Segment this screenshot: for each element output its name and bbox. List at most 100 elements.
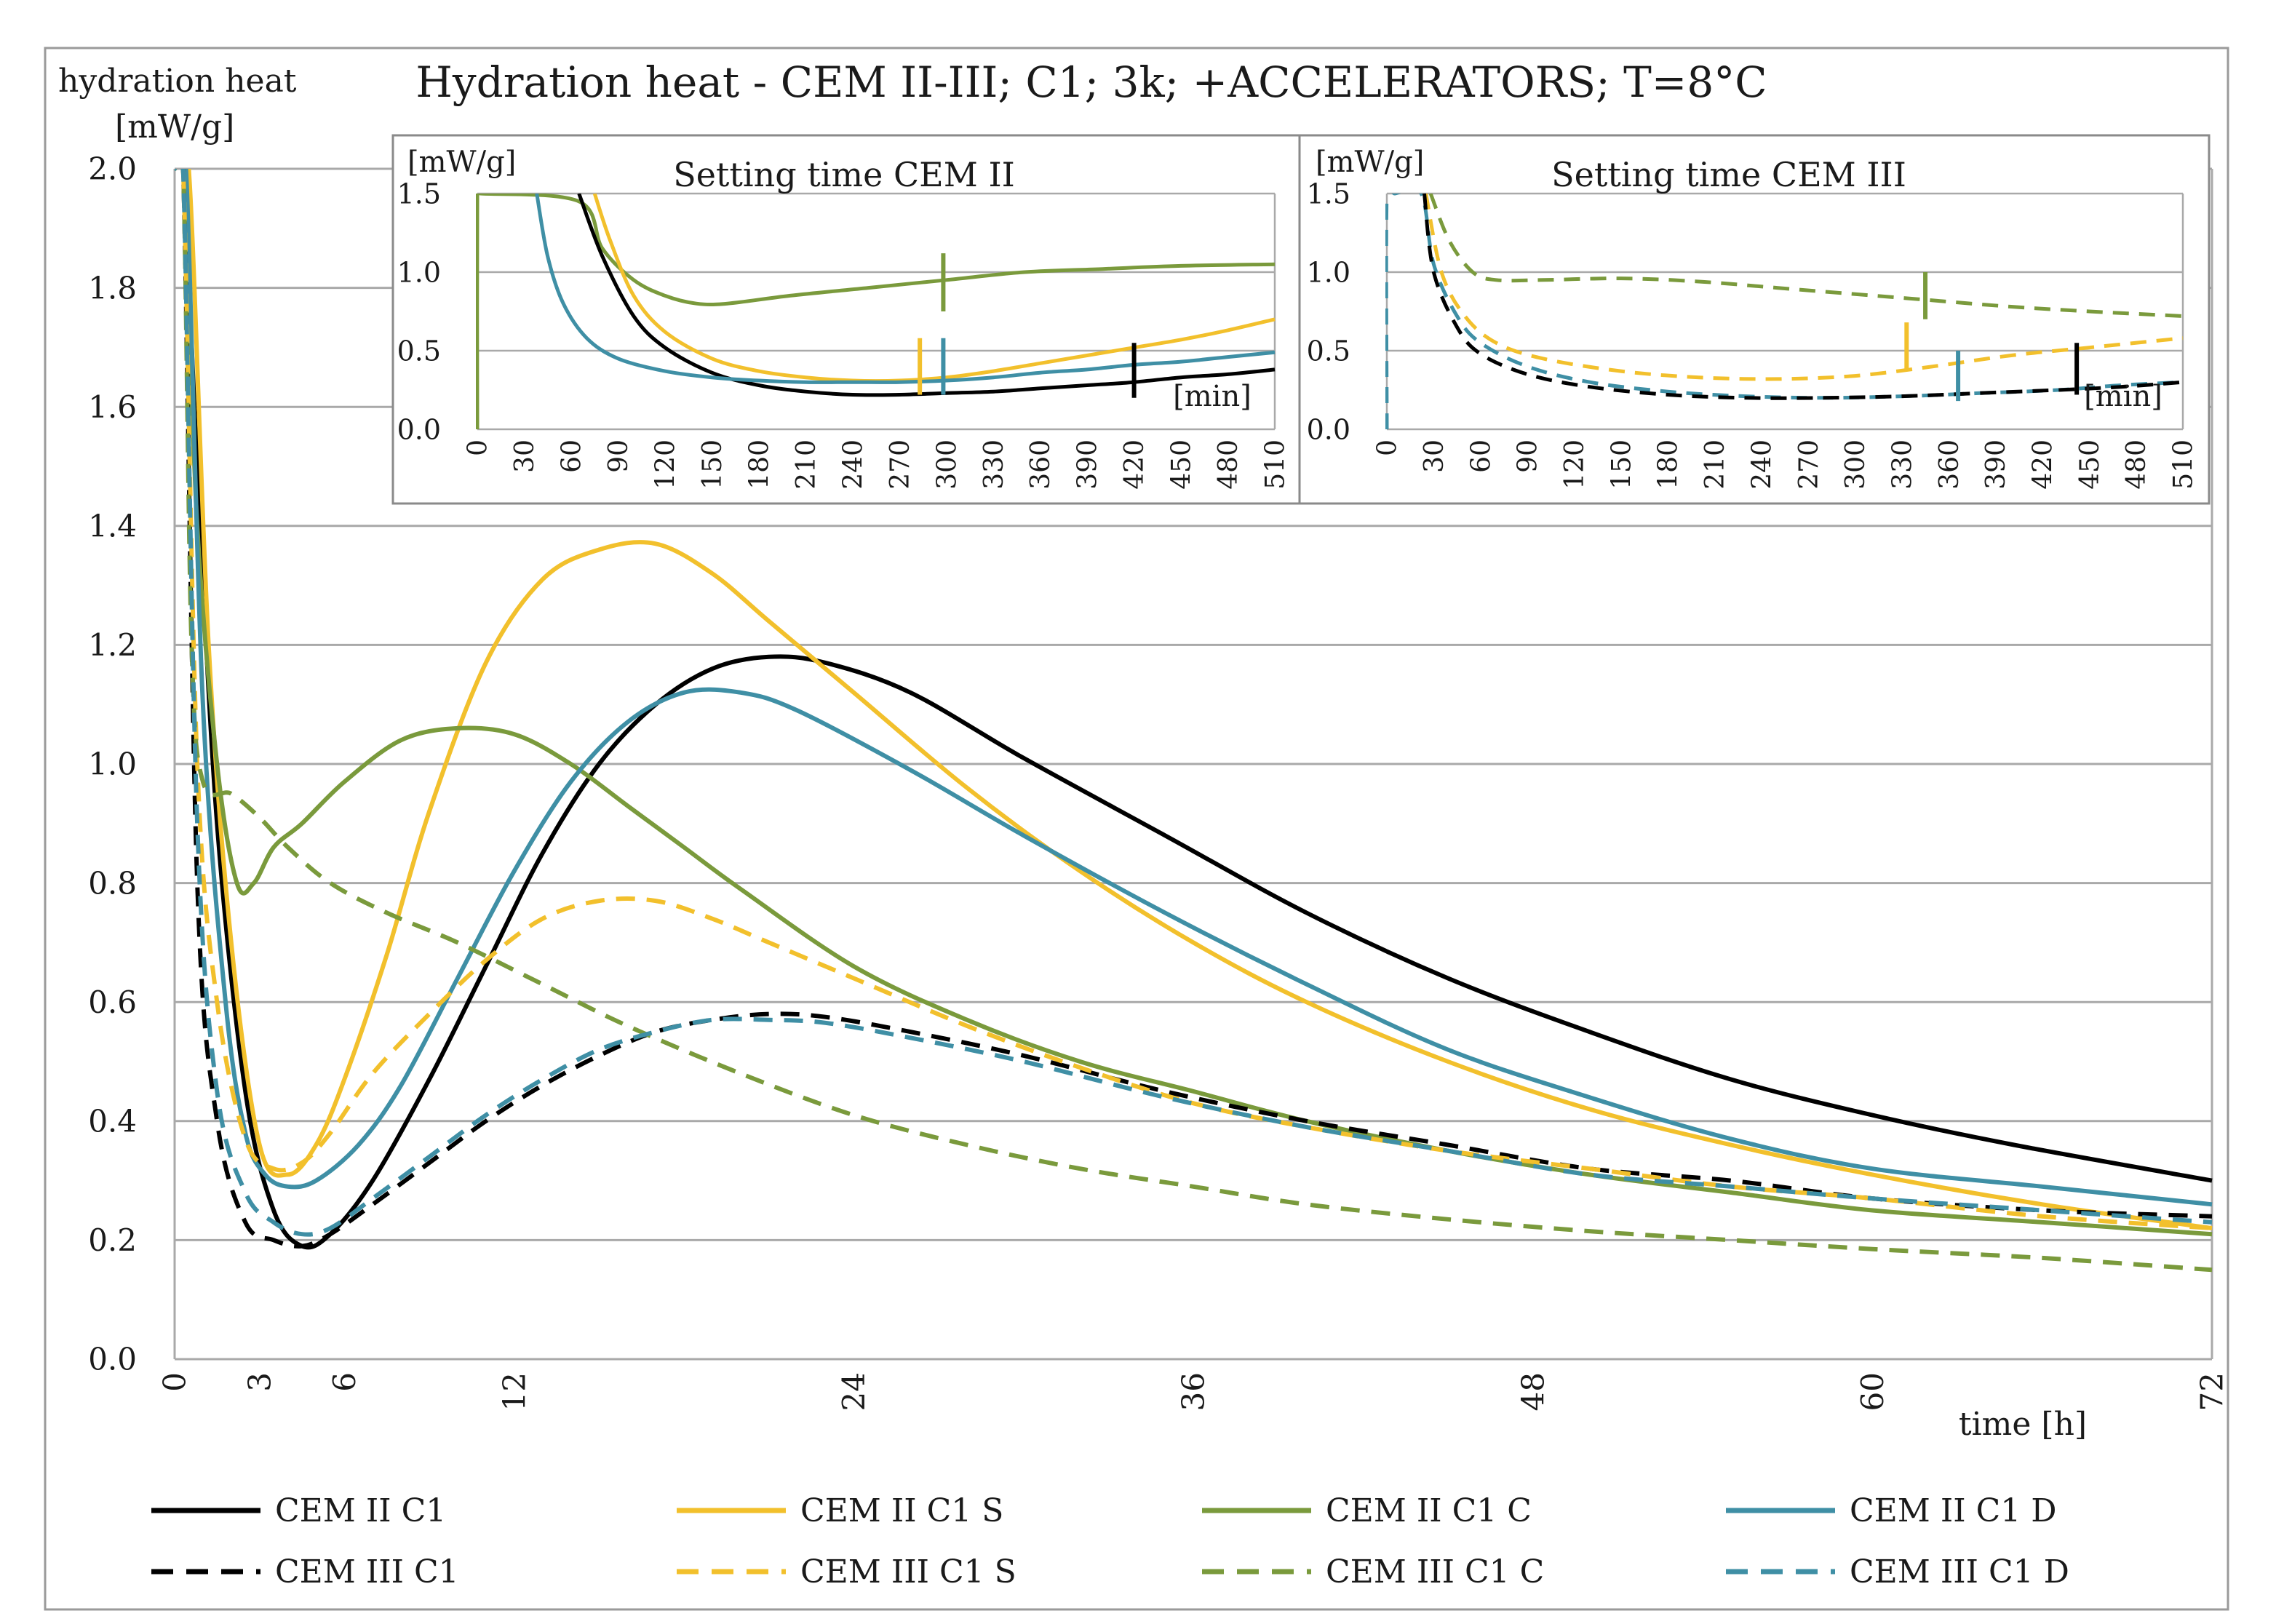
inset-cem-iii-x-tick-label: 480: [2122, 439, 2152, 490]
inset-cem-ii-x-tick-label: 90: [604, 439, 634, 473]
inset-cem-iii-x-tick-label: 120: [1560, 439, 1590, 490]
inset-cem-ii-title: Setting time CEM II: [673, 155, 1015, 194]
inset-cem-ii-x-tick-label: 300: [932, 439, 962, 490]
inset-cem-iii-x-tick-label: 90: [1513, 439, 1543, 473]
inset-cem-iii-series-cem-iii-c1-c: [1428, 194, 2184, 318]
main-series-cem-iii-c1-d: [173, 169, 2213, 1237]
main-y-tick-label: 1.8: [88, 270, 137, 306]
inset-cem-ii-x-tick-label: 390: [1073, 439, 1103, 490]
inset-cem-ii-x-tick-label: 120: [650, 439, 680, 490]
main-y-tick-label: 1.4: [88, 509, 137, 544]
inset-cem-iii-title: Setting time CEM III: [1551, 155, 1906, 194]
inset-cem-iii-x-tick-label: 0: [1373, 439, 1403, 456]
main-series-cem-iii-c1-s: [173, 169, 2213, 1230]
main-x-tick-label: 72: [2195, 1372, 2230, 1411]
inset-cem-ii: 0.0 0.5 1.0 1.5 0 30 60 90 120 150 180 210 240 270 300…: [391, 134, 1301, 505]
inset-cem-iii-y-tick-label: 0.0: [1307, 413, 1350, 445]
inset-cem-iii-series-cem-iii-c1-d: [1385, 194, 2184, 430]
legend-label-cem-iii-c1-c: CEM III C1 C: [1326, 1553, 1544, 1591]
main-x-tick-label: 6: [327, 1372, 362, 1392]
inset-cem-ii-x-tick-label: 270: [886, 439, 915, 490]
main-x-tick-label: 0: [157, 1372, 193, 1392]
main-x-tick-label: 24: [836, 1372, 872, 1411]
inset-cem-iii-setting-marks: [1904, 272, 2080, 402]
inset-cem-ii-x-tick-label: 180: [744, 439, 774, 490]
inset-cem-ii-series: [476, 194, 1276, 430]
inset-cem-ii-y-label: [mW/g]: [407, 146, 516, 179]
inset-cem-iii-y-tick-label: 1.0: [1307, 256, 1350, 288]
inset-cem-ii-x-tick-label: 480: [1214, 439, 1244, 490]
legend-label-cem-ii-c1-s: CEM II C1 S: [800, 1492, 1003, 1529]
inset-cem-ii-x-tick-label: 420: [1120, 439, 1150, 490]
legend-label-cem-iii-c1: CEM III C1: [275, 1553, 459, 1591]
inset-cem-iii-x-label: [min]: [2084, 380, 2162, 413]
inset-cem-ii-x-tick-label: 240: [838, 439, 868, 490]
inset-cem-iii-x-tick-label: 270: [1794, 439, 1824, 490]
main-series-cem-iii-c1-c: [173, 169, 2213, 1273]
main-tick-labels: 0.00.20.40.60.81.01.21.41.61.82.00 3 6 12 24…: [88, 151, 2229, 1412]
inset-cem-iii-x-tick-label: 210: [1700, 439, 1730, 490]
legend: CEM II C1 CEM II C1 S CEM II C1 C CEM II C1…: [151, 1492, 2069, 1591]
inset-cem-ii-series-cem-ii-c1: [577, 194, 1276, 397]
inset-cem-ii-x-label: [min]: [1173, 380, 1252, 413]
main-x-tick-label: 12: [496, 1372, 532, 1411]
legend-label-cem-ii-c1-c: CEM II C1 C: [1326, 1492, 1532, 1529]
inset-cem-iii-series-cem-iii-c1-s: [1424, 194, 2184, 381]
inset-cem-iii-series: [1385, 194, 2184, 430]
inset-cem-iii-x-tick-label: 60: [1466, 439, 1496, 473]
inset-cem-iii-x-tick-label: 450: [2075, 439, 2105, 490]
main-y-tick-label: 1.2: [88, 627, 137, 663]
main-y-tick-label: 0.0: [88, 1342, 137, 1377]
main-series-cem-ii-c1-d: [173, 169, 2213, 1207]
inset-cem-ii-x-tick-label: 450: [1167, 439, 1197, 490]
main-y-tick-label: 2.0: [88, 151, 137, 187]
main-y-tick-label: 0.4: [88, 1104, 137, 1139]
inset-cem-iii-x-tick-label: 390: [1981, 439, 2011, 490]
inset-cem-iii-frame: [1298, 134, 2211, 505]
inset-cem-iii-y-tick-label: 0.5: [1307, 335, 1350, 367]
main-y-tick-label: 0.2: [88, 1222, 137, 1258]
main-series-group: [173, 169, 2213, 1273]
inset-cem-iii-series-cem-iii-c1: [1422, 194, 2184, 400]
inset-cem-ii-x-tick-label: 510: [1261, 439, 1291, 490]
inset-cem-iii-x-tick-label: 30: [1420, 439, 1449, 473]
inset-cem-ii-setting-marks: [918, 253, 1137, 398]
main-y-tick-label: 0.8: [88, 865, 137, 901]
main-series-cem-ii-c1-s: [173, 169, 2213, 1230]
inset-cem-ii-y-tick-label: 1.5: [397, 178, 441, 210]
inset-cem-iii-x-tick-label: 330: [1887, 439, 1917, 490]
legend-label-cem-iii-c1-s: CEM III C1 S: [800, 1553, 1016, 1591]
legend-label-cem-ii-c1-d: CEM II C1 D: [1850, 1492, 2057, 1529]
main-y-tick-label: 0.6: [88, 984, 137, 1020]
y-axis-label: hydration heat: [58, 63, 297, 100]
main-x-tick-label: 48: [1515, 1372, 1551, 1411]
inset-cem-iii-x-tick-label: 510: [2169, 439, 2199, 490]
inset-cem-ii-y-tick-label: 0.5: [397, 335, 441, 367]
y-axis-unit: [mW/g]: [115, 108, 234, 146]
inset-cem-ii-series-cem-ii-c1-c: [476, 194, 1276, 430]
inset-cem-ii-y-tick-label: 0.0: [397, 413, 441, 445]
inset-cem-iii-x-tick-label: 240: [1747, 439, 1777, 490]
main-x-tick-label: 36: [1176, 1372, 1211, 1411]
inset-cem-ii-x-tick-label: 330: [979, 439, 1009, 490]
inset-cem-ii-x-tick-label: 360: [1026, 439, 1056, 490]
x-axis-label: time [h]: [1959, 1406, 2087, 1443]
inset-cem-ii-y-tick-label: 1.0: [397, 256, 441, 288]
chart-title: Hydration heat - CEM II-III; C1; 3k; +AC…: [415, 57, 1767, 107]
inset-cem-iii-y-tick-label: 1.5: [1307, 178, 1350, 210]
inset-cem-ii-x-tick-label: 0: [463, 439, 493, 456]
main-y-tick-label: 1.0: [88, 747, 137, 782]
inset-cem-iii-x-tick-label: 150: [1607, 439, 1636, 490]
main-series-cem-ii-c1: [173, 169, 2213, 1250]
inset-cem-iii-y-label: [mW/g]: [1316, 146, 1424, 179]
inset-cem-iii-x-tick-label: 180: [1654, 439, 1684, 490]
inset-cem-iii-tick-labels: 0.0 0.5 1.0 1.5 0 30 60 90 120 150 180 210 240 270 300…: [1307, 178, 2199, 489]
inset-cem-iii: 0.0 0.5 1.0 1.5 0 30 60 90 120 150 180 210 240 270 300…: [1298, 134, 2211, 505]
inset-cem-iii-x-tick-label: 420: [2029, 439, 2058, 490]
inset-cem-iii-x-tick-label: 360: [1935, 439, 1965, 490]
legend-label-cem-ii-c1: CEM II C1: [275, 1492, 446, 1529]
inset-cem-ii-x-tick-label: 30: [510, 439, 540, 473]
inset-cem-ii-x-tick-label: 60: [557, 439, 587, 473]
inset-cem-iii-x-tick-label: 300: [1841, 439, 1871, 490]
